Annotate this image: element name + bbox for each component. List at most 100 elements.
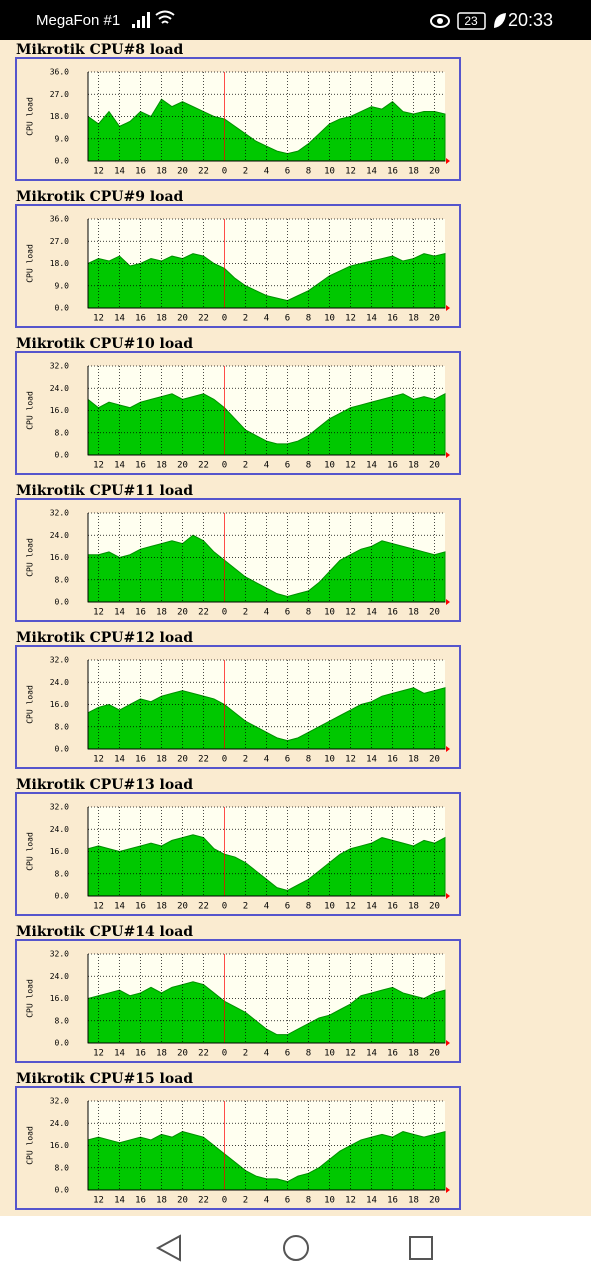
x-tick-label: 16 [135,1196,146,1206]
x-tick-label: 12 [93,608,104,618]
x-tick-label: 14 [366,314,377,324]
x-tick-label: 0 [222,608,227,618]
x-tick-label: 12 [345,608,356,618]
x-tick-label: 12 [345,902,356,912]
y-tick-label: 16.0 [50,994,69,1003]
x-tick-label: 14 [114,314,125,324]
x-tick-label: 0 [222,902,227,912]
x-tick-label: 12 [345,1196,356,1206]
x-tick-label: 14 [366,461,377,471]
x-tick-label: 2 [243,1049,248,1059]
cpu-area [87,981,446,1044]
x-tick-label: 18 [156,902,167,912]
chart-title: Mikrotik CPU#14 load [16,924,193,940]
status-bar [0,0,591,40]
x-tick-label: 2 [243,755,248,765]
x-tick-label: 12 [345,755,356,765]
y-tick-label: 27.0 [50,90,69,99]
x-tick-label: 18 [408,1196,419,1206]
axis-arrow [446,305,450,311]
y-tick-label: 27.0 [50,237,69,246]
x-tick-label: 18 [156,608,167,618]
x-tick-label: 16 [135,1049,146,1059]
x-tick-label: 14 [114,902,125,912]
x-tick-label: 12 [93,167,104,177]
axis-arrow [446,746,450,752]
x-tick-label: 6 [285,461,290,471]
x-tick-label: 12 [93,1049,104,1059]
y-tick-label: 9.0 [55,281,70,290]
x-tick-label: 20 [429,902,440,912]
clock: 20:33 [508,10,553,30]
x-tick-label: 10 [324,902,335,912]
x-tick-label: 6 [285,608,290,618]
x-tick-label: 2 [243,461,248,471]
x-tick-label: 16 [135,167,146,177]
x-tick-label: 22 [198,1049,209,1059]
y-axis-label: CPU load [26,979,35,1018]
y-tick-label: 8.0 [55,869,70,878]
axis-arrow [446,599,450,605]
y-tick-label: 18.0 [50,112,69,121]
y-axis-label: CPU load [26,685,35,724]
y-tick-label: 36.0 [50,215,69,224]
cpu-area [87,392,446,456]
x-tick-label: 4 [264,461,269,471]
y-tick-label: 16.0 [50,700,69,709]
y-tick-label: 32.0 [50,656,69,665]
x-tick-label: 18 [408,167,419,177]
x-tick-label: 14 [114,755,125,765]
chart-title: Mikrotik CPU#15 load [16,1071,193,1087]
y-tick-label: 0.0 [55,892,70,901]
x-tick-label: 8 [306,461,311,471]
chart-title: Mikrotik CPU#8 load [16,42,184,58]
y-tick-label: 9.0 [55,134,70,143]
home-button[interactable] [283,1235,309,1261]
y-tick-label: 32.0 [50,362,69,371]
x-tick-label: 16 [387,1196,398,1206]
y-tick-label: 32.0 [50,950,69,959]
nav-bar [0,1216,591,1280]
x-tick-label: 6 [285,755,290,765]
y-tick-label: 24.0 [50,825,69,834]
y-tick-label: 32.0 [50,803,69,812]
axis-arrow [446,452,450,458]
chart-title: Mikrotik CPU#10 load [16,336,193,352]
x-tick-label: 2 [243,314,248,324]
x-tick-label: 8 [306,167,311,177]
x-tick-label: 20 [429,167,440,177]
x-tick-label: 10 [324,461,335,471]
battery-level: 23 [464,14,478,28]
x-tick-label: 18 [156,314,167,324]
x-tick-label: 8 [306,902,311,912]
x-tick-label: 8 [306,755,311,765]
x-tick-label: 20 [177,461,188,471]
x-tick-label: 18 [156,461,167,471]
x-tick-label: 14 [114,1196,125,1206]
x-tick-label: 10 [324,608,335,618]
x-tick-label: 18 [408,608,419,618]
x-tick-label: 12 [93,314,104,324]
y-tick-label: 24.0 [50,1119,69,1128]
y-tick-label: 0.0 [55,598,70,607]
back-button[interactable] [155,1234,181,1262]
x-tick-label: 16 [135,314,146,324]
y-tick-label: 24.0 [50,972,69,981]
x-tick-label: 2 [243,608,248,618]
x-tick-label: 14 [114,608,125,618]
eye-pupil [437,18,443,24]
y-tick-label: 16.0 [50,553,69,562]
recents-button[interactable] [409,1236,433,1260]
cpu-area [87,534,446,603]
x-tick-label: 16 [387,314,398,324]
y-tick-label: 36.0 [50,68,69,77]
x-tick-label: 18 [408,1049,419,1059]
x-tick-label: 18 [156,167,167,177]
x-tick-label: 22 [198,1196,209,1206]
y-axis-label: CPU load [26,832,35,871]
x-tick-label: 22 [198,167,209,177]
x-tick-label: 4 [264,1049,269,1059]
x-tick-label: 20 [429,314,440,324]
x-tick-label: 20 [429,755,440,765]
